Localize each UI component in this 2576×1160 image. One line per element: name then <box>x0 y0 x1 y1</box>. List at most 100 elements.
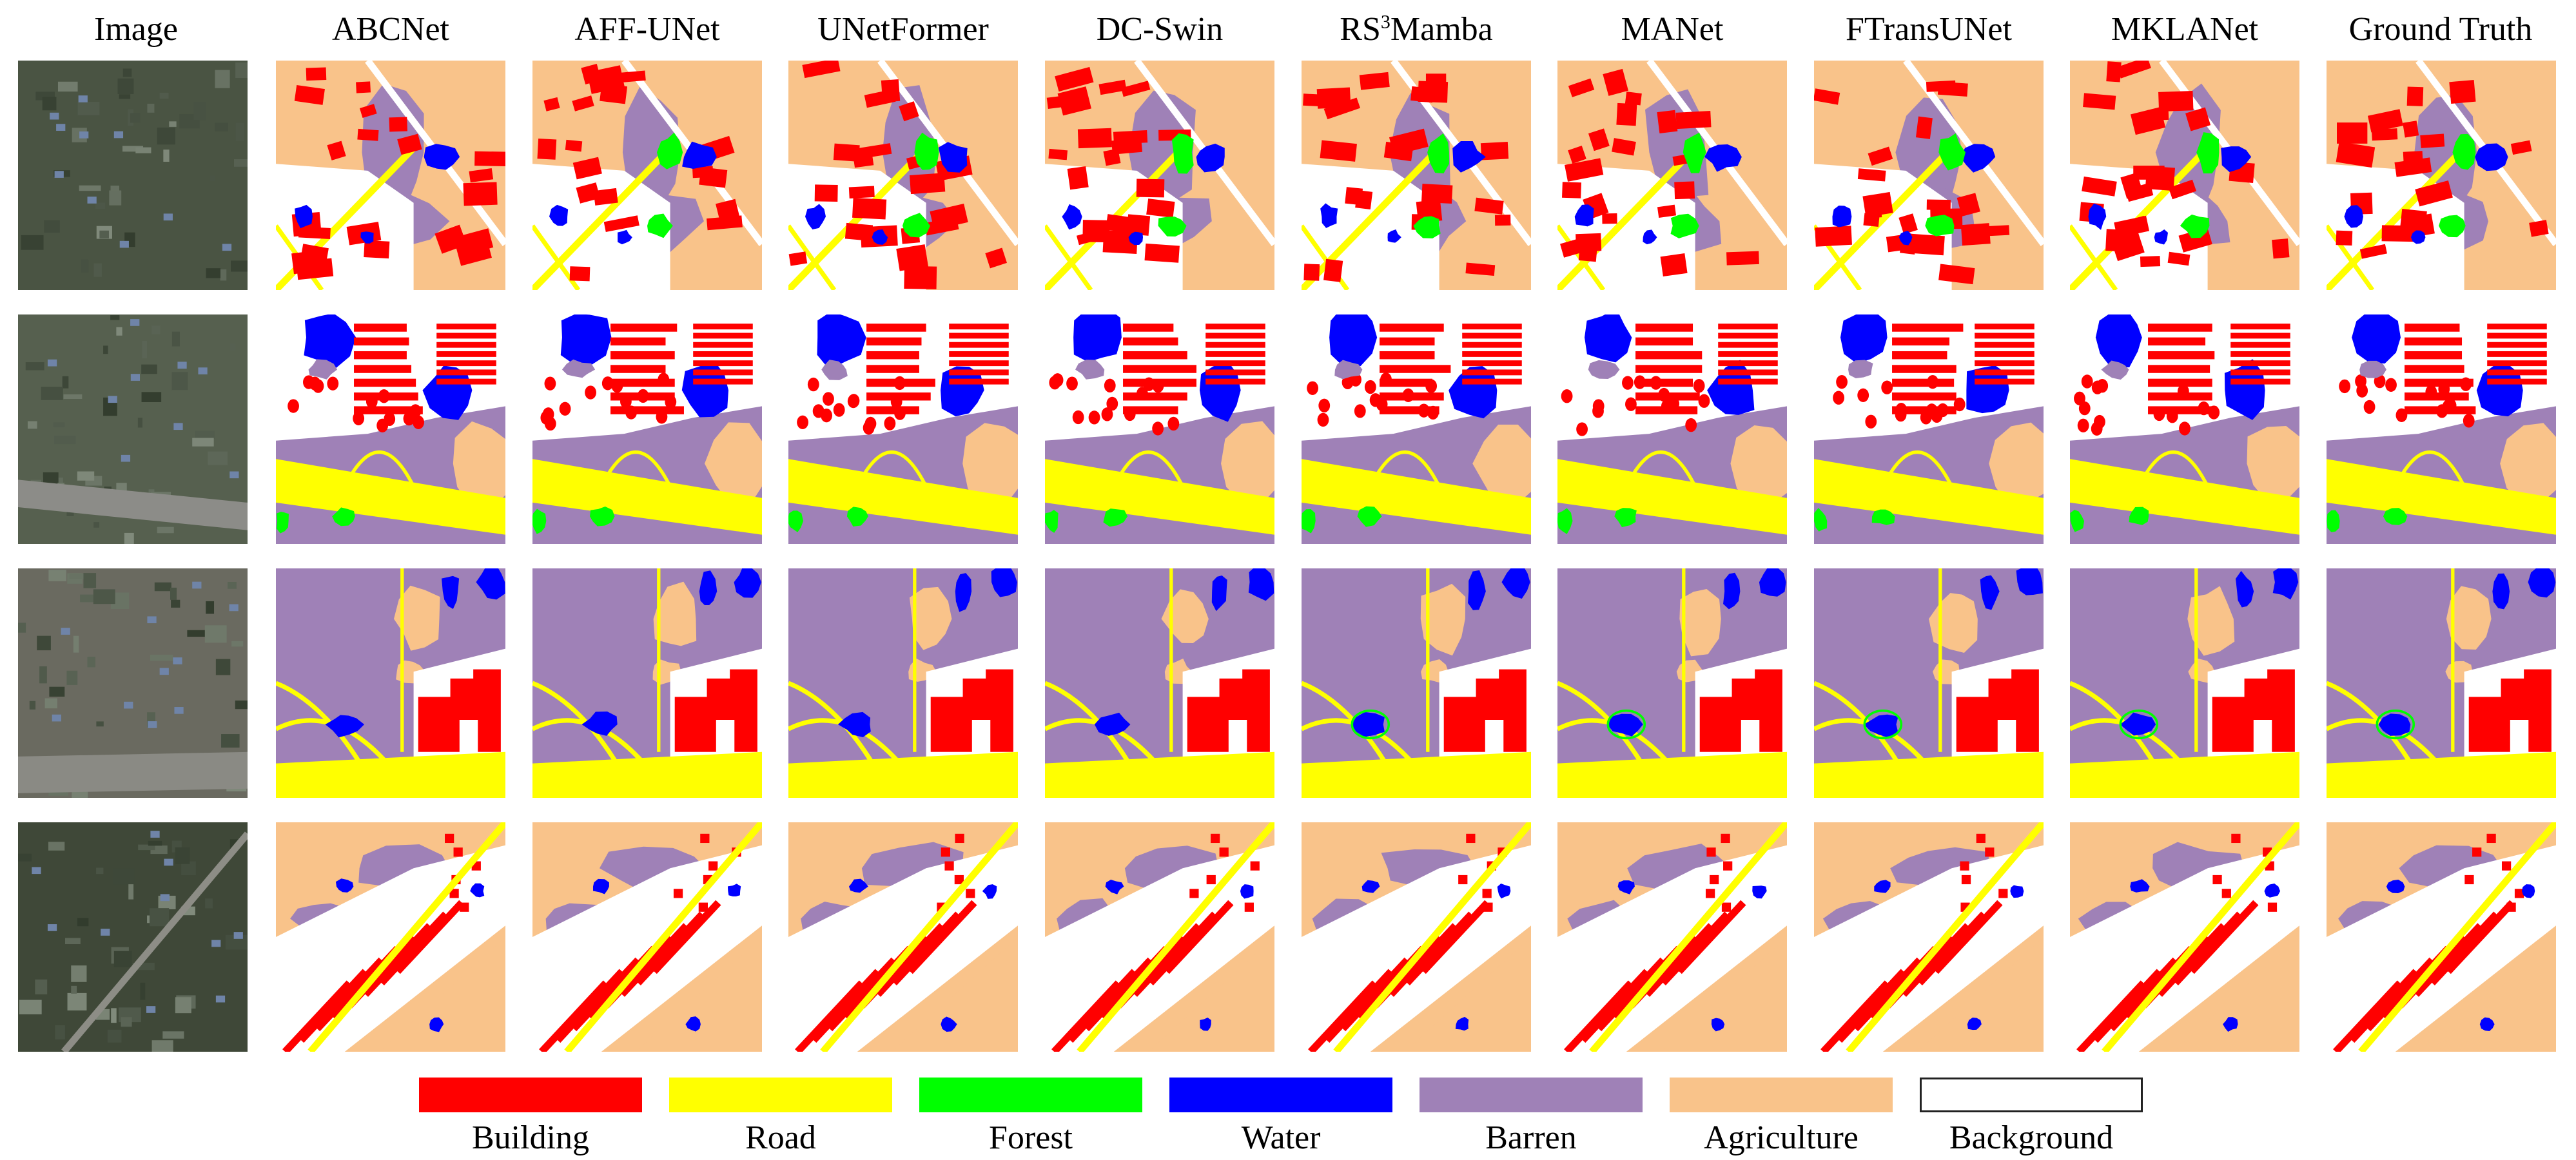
segmentation-map <box>1557 822 1787 1052</box>
segmentation-map-abcnet-row-4 <box>276 822 505 1052</box>
segmentation-map <box>2327 61 2556 290</box>
input-image-row-3 <box>18 568 248 798</box>
segmentation-map-aff-unet-row-3 <box>532 568 762 798</box>
segmentation-map-aff-unet-row-2 <box>532 314 762 544</box>
column-header-dc-swin: DC-Swin <box>1096 11 1224 48</box>
column-header-ground-truth: Ground Truth <box>2348 11 2533 48</box>
segmentation-map-manet-row-4 <box>1557 822 1787 1052</box>
segmentation-map-rs3mamba-row-2 <box>1302 314 1531 544</box>
segmentation-map-dc-swin-row-2 <box>1045 314 1274 544</box>
segmentation-map <box>2070 314 2299 544</box>
segmentation-map <box>532 61 762 290</box>
segmentation-map <box>1045 568 1274 798</box>
legend-label-background: Background <box>1949 1119 2114 1156</box>
satellite-photo <box>18 568 248 798</box>
segmentation-map-rs3mamba-row-3 <box>1302 568 1531 798</box>
segmentation-map-unetformer-row-2 <box>788 314 1018 544</box>
legend-swatch-forest <box>919 1078 1142 1112</box>
segmentation-map <box>1814 61 2044 290</box>
segmentation-map <box>2327 568 2556 798</box>
segmentation-map <box>2327 822 2556 1052</box>
legend-swatch-building <box>419 1078 642 1112</box>
segmentation-map-mklanet-row-4 <box>2070 822 2299 1052</box>
segmentation-map-dc-swin-row-1 <box>1045 61 1274 290</box>
segmentation-map <box>276 61 505 290</box>
segmentation-map-aff-unet-row-4 <box>532 822 762 1052</box>
segmentation-map-ground-truth-row-4 <box>2327 822 2556 1052</box>
segmentation-map-ground-truth-row-1 <box>2327 61 2556 290</box>
segmentation-map <box>532 822 762 1052</box>
segmentation-map-unetformer-row-1 <box>788 61 1018 290</box>
legend-label-water: Water <box>1241 1119 1321 1156</box>
segmentation-map-unetformer-row-3 <box>788 568 1018 798</box>
segmentation-map-abcnet-row-1 <box>276 61 505 290</box>
segmentation-map <box>1302 568 1531 798</box>
segmentation-map <box>1302 61 1531 290</box>
segmentation-map <box>1814 314 2044 544</box>
legend-swatch-barren <box>1420 1078 1643 1112</box>
segmentation-map <box>276 314 505 544</box>
satellite-photo <box>18 314 248 544</box>
input-image-row-4 <box>18 822 248 1052</box>
segmentation-map <box>1557 568 1787 798</box>
segmentation-map <box>276 568 505 798</box>
segmentation-map-ground-truth-row-2 <box>2327 314 2556 544</box>
segmentation-map-dc-swin-row-4 <box>1045 822 1274 1052</box>
input-image-row-2 <box>18 314 248 544</box>
segmentation-map <box>788 822 1018 1052</box>
column-header-unetformer: UNetFormer <box>817 11 989 48</box>
segmentation-map <box>1045 314 1274 544</box>
legend-swatch-agriculture <box>1670 1078 1893 1112</box>
segmentation-map <box>1045 822 1274 1052</box>
segmentation-map-unetformer-row-4 <box>788 822 1018 1052</box>
segmentation-map <box>1814 822 2044 1052</box>
legend-label-agriculture: Agriculture <box>1704 1119 1859 1156</box>
segmentation-map <box>2070 568 2299 798</box>
segmentation-map-manet-row-3 <box>1557 568 1787 798</box>
segmentation-map <box>1302 822 1531 1052</box>
segmentation-map <box>788 314 1018 544</box>
legend-swatch-road <box>669 1078 892 1112</box>
segmentation-map-ground-truth-row-3 <box>2327 568 2556 798</box>
legend-label-road: Road <box>745 1119 816 1156</box>
segmentation-map <box>2070 61 2299 290</box>
segmentation-map <box>1557 314 1787 544</box>
segmentation-map <box>1045 61 1274 290</box>
column-header-manet: MANet <box>1621 11 1724 48</box>
column-header-mklanet: MKLANet <box>2111 11 2259 48</box>
column-header-rs3mamba: RS3Mamba <box>1340 11 1493 48</box>
segmentation-map-ftransunet-row-2 <box>1814 314 2044 544</box>
input-image-row-1 <box>18 61 248 290</box>
column-header-aff-unet: AFF-UNet <box>574 11 720 48</box>
segmentation-map-rs3mamba-row-1 <box>1302 61 1531 290</box>
satellite-photo <box>18 822 248 1052</box>
segmentation-map <box>1557 61 1787 290</box>
legend-label-building: Building <box>471 1119 590 1156</box>
segmentation-map-manet-row-1 <box>1557 61 1787 290</box>
legend-swatch-water <box>1169 1078 1392 1112</box>
segmentation-map <box>276 822 505 1052</box>
segmentation-map <box>1814 568 2044 798</box>
segmentation-map <box>2327 314 2556 544</box>
segmentation-map <box>2070 822 2299 1052</box>
segmentation-map <box>1302 314 1531 544</box>
segmentation-map-mklanet-row-1 <box>2070 61 2299 290</box>
legend-label-forest: Forest <box>989 1119 1073 1156</box>
segmentation-map-manet-row-2 <box>1557 314 1787 544</box>
segmentation-map-ftransunet-row-1 <box>1814 61 2044 290</box>
satellite-photo <box>18 61 248 290</box>
segmentation-map-ftransunet-row-4 <box>1814 822 2044 1052</box>
segmentation-map-abcnet-row-3 <box>276 568 505 798</box>
segmentation-map-mklanet-row-3 <box>2070 568 2299 798</box>
column-header-ftransunet: FTransUNet <box>1845 11 2013 48</box>
segmentation-map <box>532 314 762 544</box>
legend-label-barren: Barren <box>1485 1119 1577 1156</box>
segmentation-map-ftransunet-row-3 <box>1814 568 2044 798</box>
segmentation-map-abcnet-row-2 <box>276 314 505 544</box>
column-header-image: Image <box>94 11 178 48</box>
segmentation-map-aff-unet-row-1 <box>532 61 762 290</box>
legend-swatch-background <box>1920 1078 2143 1112</box>
segmentation-map-dc-swin-row-3 <box>1045 568 1274 798</box>
segmentation-map-rs3mamba-row-4 <box>1302 822 1531 1052</box>
segmentation-map <box>532 568 762 798</box>
